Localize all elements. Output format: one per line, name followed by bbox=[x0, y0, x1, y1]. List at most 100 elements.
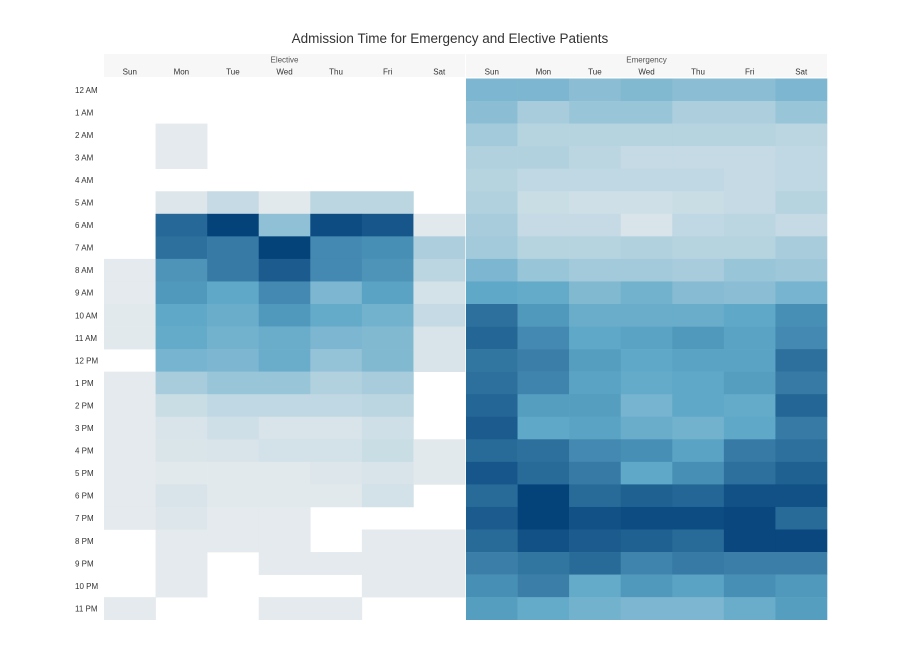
heatmap-cell bbox=[155, 506, 208, 530]
heatmap-cell bbox=[361, 484, 414, 508]
group-headers: Elective Emergency bbox=[104, 54, 827, 77]
heatmap-cell bbox=[723, 484, 776, 508]
heatmap-cell bbox=[466, 552, 518, 575]
heatmap-cell bbox=[620, 258, 673, 282]
heatmap-cell bbox=[310, 552, 363, 575]
heatmap-cell bbox=[413, 349, 466, 372]
heatmap-cell bbox=[569, 168, 622, 192]
heatmap-cell bbox=[155, 349, 208, 372]
hour-label: 11 PM bbox=[75, 604, 98, 613]
heatmap-cell bbox=[517, 78, 570, 102]
heatmap-cell bbox=[672, 236, 725, 260]
hour-label: 8 PM bbox=[75, 537, 94, 546]
heatmap-cell bbox=[207, 191, 260, 215]
hour-label: 9 AM bbox=[75, 289, 94, 298]
heatmap-cell bbox=[413, 213, 466, 237]
heatmap-cell bbox=[775, 326, 828, 350]
heatmap-cell bbox=[466, 597, 518, 620]
hour-label: 9 PM bbox=[75, 559, 94, 568]
heatmap-cell bbox=[517, 349, 570, 372]
heatmap-cell bbox=[723, 146, 776, 169]
heatmap-cell bbox=[775, 506, 828, 530]
heatmap-cell bbox=[207, 349, 260, 372]
heatmap-cell bbox=[413, 552, 466, 575]
heatmap-cell bbox=[207, 439, 260, 463]
day-label-elective-fri: Fri bbox=[383, 68, 393, 77]
day-label-elective-mon: Mon bbox=[174, 68, 190, 77]
heatmap-cell bbox=[413, 461, 466, 485]
heatmap-cell bbox=[310, 236, 363, 260]
heatmap-cell bbox=[620, 574, 673, 598]
heatmap-cell bbox=[775, 258, 828, 282]
heatmap-cell bbox=[361, 304, 414, 327]
heatmap-cell bbox=[104, 258, 156, 282]
heatmap-cell bbox=[723, 281, 776, 305]
heatmap-cell bbox=[620, 484, 673, 508]
heatmap-cell bbox=[104, 416, 156, 440]
heatmap-cell bbox=[207, 258, 260, 282]
heatmap-cell bbox=[569, 416, 622, 440]
heatmap-cell bbox=[672, 597, 725, 620]
heatmap-cell bbox=[517, 371, 570, 395]
heatmap-cell bbox=[466, 349, 518, 372]
day-label-elective-thu: Thu bbox=[329, 68, 343, 77]
heatmap-cell bbox=[361, 416, 414, 440]
heatmap-cell bbox=[207, 484, 260, 508]
heatmap-cell bbox=[672, 101, 725, 124]
heatmap-cell bbox=[258, 529, 311, 553]
heatmap-cell bbox=[672, 529, 725, 553]
heatmap-cell bbox=[569, 484, 622, 508]
heatmap-cell bbox=[258, 281, 311, 305]
heatmap-cell bbox=[620, 236, 673, 260]
heatmap-cell bbox=[155, 304, 208, 327]
heatmap-cell bbox=[258, 213, 311, 237]
heatmap-cell bbox=[775, 461, 828, 485]
heatmap-cell bbox=[207, 236, 260, 260]
heatmap-cell bbox=[672, 461, 725, 485]
heatmap-cell bbox=[155, 552, 208, 575]
heatmap-cell bbox=[155, 484, 208, 508]
heatmap-cell bbox=[569, 439, 622, 463]
heatmap-cell bbox=[723, 416, 776, 440]
hour-label: 7 AM bbox=[75, 244, 94, 253]
heatmap-cell bbox=[155, 439, 208, 463]
heatmap-cell bbox=[517, 213, 570, 237]
heatmap-cell bbox=[258, 326, 311, 350]
hour-label: 4 AM bbox=[75, 176, 94, 185]
heatmap-cell bbox=[104, 371, 156, 395]
heatmap-cell bbox=[413, 304, 466, 327]
heatmap-cell bbox=[258, 191, 311, 215]
heatmap-cell bbox=[310, 281, 363, 305]
heatmap-cell bbox=[258, 349, 311, 372]
heatmap-cell bbox=[310, 326, 363, 350]
day-label-emergency-tue: Tue bbox=[588, 68, 602, 77]
heatmap-cell bbox=[258, 597, 311, 620]
heatmap-cell bbox=[413, 236, 466, 260]
heatmap-cell bbox=[569, 394, 622, 418]
heatmap-cell bbox=[775, 236, 828, 260]
heatmap-cell bbox=[310, 416, 363, 440]
heatmap-cell bbox=[413, 281, 466, 305]
heatmap-cell bbox=[258, 506, 311, 530]
heatmap-cell bbox=[310, 461, 363, 485]
heatmap-cell bbox=[775, 416, 828, 440]
heatmap-cell bbox=[569, 123, 622, 147]
heatmap-cell bbox=[620, 529, 673, 553]
heatmap-cell bbox=[620, 439, 673, 463]
heatmap-cell bbox=[466, 78, 518, 102]
heatmap-cell bbox=[517, 439, 570, 463]
heatmap-cell bbox=[723, 213, 776, 237]
heatmap-cell bbox=[258, 371, 311, 395]
heatmap-cell bbox=[104, 281, 156, 305]
heatmap-cell bbox=[207, 304, 260, 327]
heatmap-cell bbox=[620, 461, 673, 485]
heatmap-cell bbox=[517, 146, 570, 169]
heatmap-cell bbox=[775, 101, 828, 124]
heatmap-cell bbox=[620, 326, 673, 350]
heatmap-cell bbox=[310, 349, 363, 372]
heatmap-cell bbox=[466, 101, 518, 124]
heatmap-cell bbox=[569, 101, 622, 124]
heatmap-cell bbox=[569, 78, 622, 102]
heatmap-cell bbox=[466, 281, 518, 305]
heatmap-cell bbox=[775, 213, 828, 237]
